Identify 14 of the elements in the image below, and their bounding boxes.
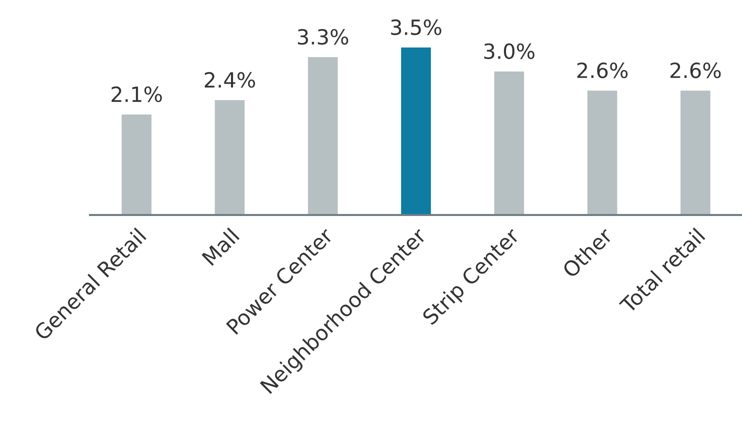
bar [308,57,338,215]
bar [680,90,710,215]
data-label: 2.1% [112,86,162,102]
bar [214,100,245,215]
data-label: 2.6% [577,62,628,78]
data-label: 3.5% [391,19,442,36]
data-label: 3.3% [298,28,348,45]
data-label: 3.0% [484,43,534,60]
bar [401,48,431,215]
data-label: 2.6% [670,62,721,78]
bar [494,71,524,215]
bar [587,90,618,215]
bar [122,114,152,215]
data-label: 2.4% [204,72,256,88]
